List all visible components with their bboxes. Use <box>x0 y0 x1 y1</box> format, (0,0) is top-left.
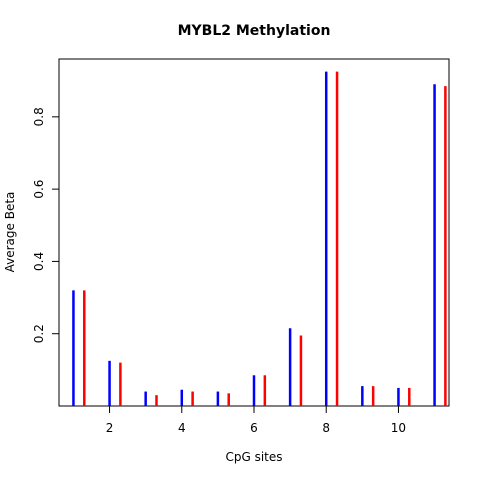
x-tick-label-6: 6 <box>250 421 258 435</box>
x-axis-label: CpG sites <box>225 450 282 464</box>
x-tick-label-4: 4 <box>178 421 186 435</box>
chart-title: MYBL2 Methylation <box>178 23 331 39</box>
x-tick-label-8: 8 <box>322 421 330 435</box>
y-tick-label-0.2: 0.2 <box>32 324 46 343</box>
y-tick-label-0.4: 0.4 <box>32 252 46 271</box>
plot-frame <box>58 58 450 407</box>
bars-group <box>72 71 447 406</box>
y-tick-label-0.6: 0.6 <box>32 180 46 199</box>
y-axis-label: Average Beta <box>3 192 17 273</box>
y-axis: 0.2 0.4 0.6 0.8 <box>32 107 59 343</box>
x-axis: 2 4 6 8 10 <box>106 406 406 435</box>
x-tick-label-2: 2 <box>106 421 114 435</box>
y-tick-label-0.8: 0.8 <box>32 107 46 126</box>
x-tick-label-10: 10 <box>391 421 406 435</box>
